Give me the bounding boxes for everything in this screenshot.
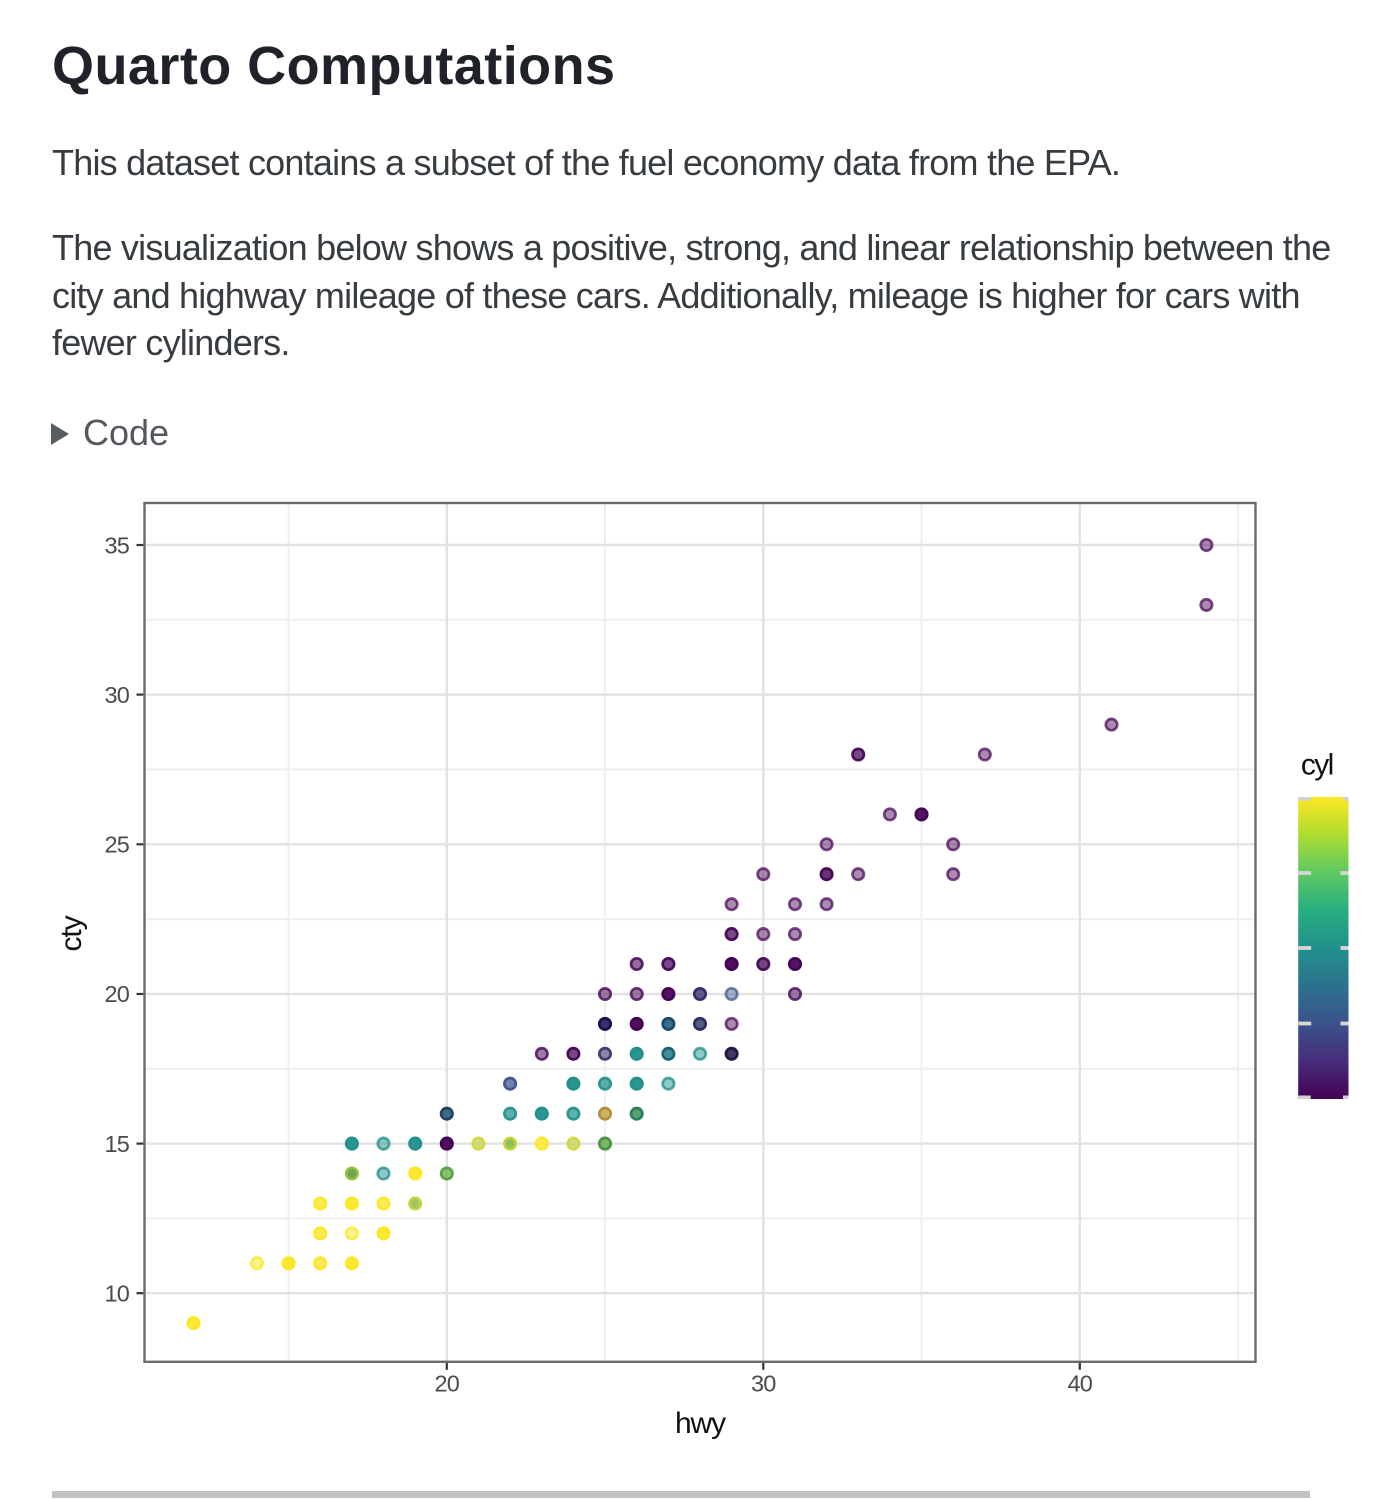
svg-text:30: 30: [751, 1371, 776, 1397]
svg-text:cyl: cyl: [1301, 749, 1333, 782]
svg-text:10: 10: [104, 1281, 129, 1307]
svg-text:25: 25: [104, 832, 129, 858]
svg-text:35: 35: [104, 532, 129, 558]
svg-text:20: 20: [435, 1371, 460, 1397]
svg-text:hwy: hwy: [675, 1407, 726, 1440]
svg-text:20: 20: [104, 981, 129, 1007]
svg-text:30: 30: [104, 682, 129, 708]
svg-text:15: 15: [104, 1131, 129, 1157]
svg-text:40: 40: [1068, 1371, 1093, 1397]
svg-text:cty: cty: [55, 915, 88, 951]
